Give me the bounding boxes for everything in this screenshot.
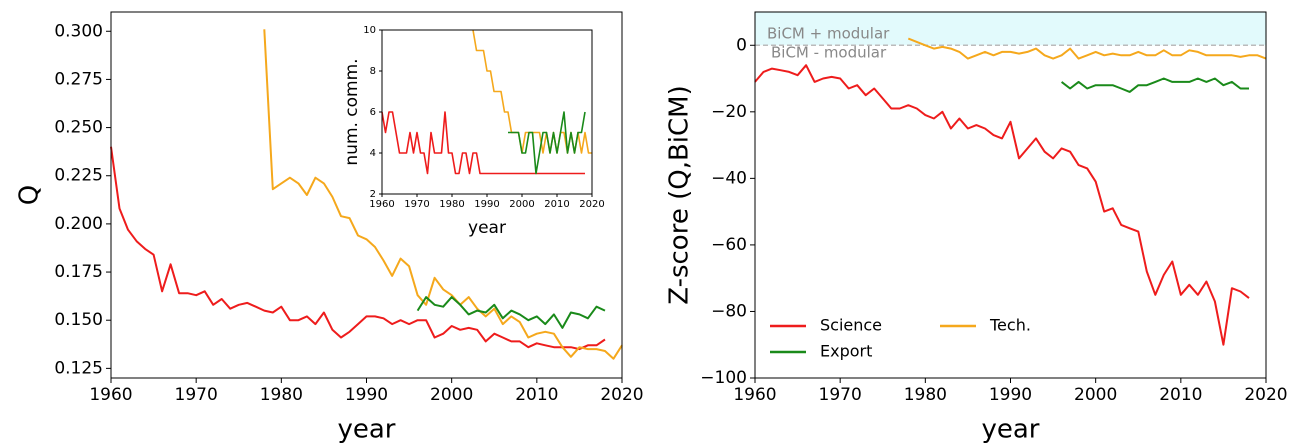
axes-frame bbox=[110, 11, 623, 379]
y-tick-label: 0.275 bbox=[54, 69, 103, 89]
y-tick-label: 4 bbox=[370, 148, 376, 159]
x-tick-label: 1990 bbox=[989, 385, 1032, 405]
y-tick-label: −100 bbox=[700, 368, 747, 388]
x-tick-label: 2020 bbox=[579, 199, 604, 210]
x-tick-label: 1980 bbox=[260, 385, 303, 405]
y-axis-label: num. comm. bbox=[342, 58, 362, 165]
y-tick-label: 8 bbox=[370, 66, 376, 77]
y-tick-label: 0.200 bbox=[54, 214, 103, 234]
legend-label: Tech. bbox=[989, 316, 1031, 335]
panel: 1960 1970 1980 1990 2000 2010 2020 −100 −80 −60 −4… bbox=[665, 11, 1288, 445]
x-tick-label: 1980 bbox=[904, 385, 947, 405]
series-line bbox=[110, 146, 606, 351]
x-tick-label: 2000 bbox=[1074, 385, 1117, 405]
x-tick-label: 1990 bbox=[345, 385, 388, 405]
plot-area bbox=[382, 30, 592, 194]
x-tick-label: 2010 bbox=[1159, 385, 1202, 405]
axes-frame bbox=[754, 11, 1267, 379]
x-tick-label: 2000 bbox=[430, 385, 473, 405]
shaded-region bbox=[755, 12, 1266, 46]
x-tick-label: 2010 bbox=[515, 385, 558, 405]
plot-area bbox=[755, 12, 1266, 378]
legend-label: Science bbox=[820, 316, 882, 335]
x-tick-label: 1960 bbox=[89, 385, 132, 405]
series-line bbox=[416, 296, 606, 329]
y-tick-label: 10 bbox=[363, 25, 376, 36]
series-line bbox=[1060, 77, 1249, 93]
series-line bbox=[508, 111, 586, 175]
legend-label: Export bbox=[820, 342, 872, 361]
series-line bbox=[381, 111, 585, 175]
x-axis-label: year bbox=[468, 218, 506, 238]
x-tick-label: 1970 bbox=[404, 199, 429, 210]
x-tick-label: 2020 bbox=[1244, 385, 1287, 405]
y-tick-label: 0.125 bbox=[54, 358, 103, 378]
x-tick-label: 1990 bbox=[474, 199, 499, 210]
x-tick-label: 2010 bbox=[544, 199, 569, 210]
y-tick-label: −40 bbox=[711, 168, 747, 188]
y-tick-label: 0 bbox=[736, 35, 747, 55]
y-tick-label: 0.250 bbox=[54, 118, 103, 138]
y-axis-label: Q bbox=[15, 185, 45, 205]
panel: 1960 1970 1980 1990 2000 2010 2020 2 4 6 8 10 year nu… bbox=[342, 25, 605, 238]
x-axis-label: year bbox=[981, 415, 1039, 445]
y-tick-label: −60 bbox=[711, 235, 747, 255]
y-tick-label: −20 bbox=[711, 102, 747, 122]
series-line bbox=[263, 29, 623, 360]
y-tick-label: −80 bbox=[711, 301, 747, 321]
x-axis-label: year bbox=[337, 415, 395, 445]
x-tick-label: 1960 bbox=[369, 199, 394, 210]
x-tick-label: 2000 bbox=[509, 199, 534, 210]
axes-frame bbox=[381, 29, 593, 195]
annotation: BiCM + modular bbox=[767, 25, 890, 43]
y-axis-label: Z-score (Q,BiCM) bbox=[665, 85, 695, 305]
x-tick-label: 1970 bbox=[175, 385, 218, 405]
y-tick-label: 6 bbox=[370, 107, 376, 118]
y-tick-label: 2 bbox=[370, 189, 376, 200]
y-tick-label: 0.225 bbox=[54, 166, 103, 186]
x-tick-label: 1970 bbox=[819, 385, 862, 405]
x-tick-label: 1960 bbox=[733, 385, 776, 405]
annotation: BiCM - modular bbox=[771, 44, 887, 62]
x-tick-label: 2020 bbox=[600, 385, 643, 405]
y-tick-label: 0.175 bbox=[54, 262, 103, 282]
y-tick-label: 0.150 bbox=[54, 310, 103, 330]
x-tick-label: 1980 bbox=[439, 199, 464, 210]
series-line bbox=[754, 64, 1250, 346]
y-tick-label: 0.300 bbox=[54, 21, 103, 41]
series-line bbox=[907, 37, 1267, 60]
